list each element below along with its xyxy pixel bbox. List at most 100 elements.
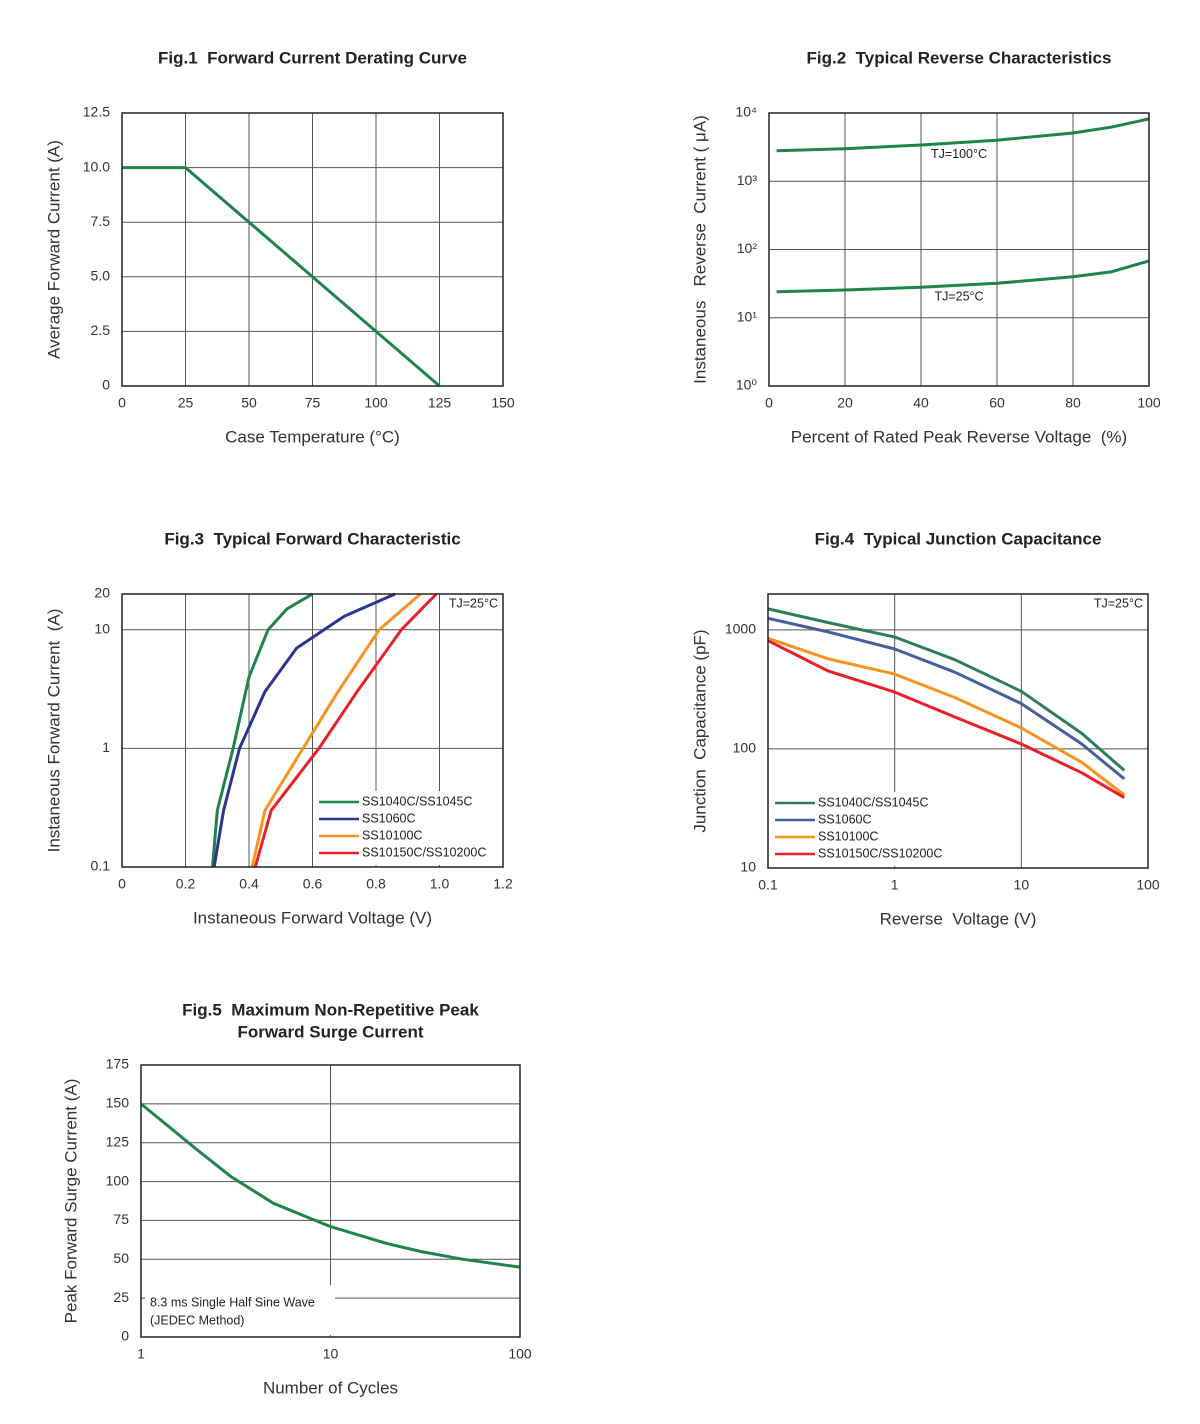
- y-tick-label: 150: [106, 1095, 130, 1111]
- plot-frame: [121, 593, 504, 868]
- legend-label: SS1040C/SS1045C: [818, 795, 929, 809]
- series-label: TJ=100°C: [931, 147, 987, 161]
- y-axis-label: Peak Forward Surge Current (A): [61, 1079, 80, 1324]
- y-axis-label: Junction Capacitance (pF): [690, 629, 709, 832]
- x-tick-label: 0.2: [176, 876, 196, 892]
- annotation: 8.3 ms Single Half Sine Wave: [150, 1295, 315, 1309]
- y-tick-label: 175: [106, 1056, 130, 1072]
- x-tick-label: 80: [1065, 395, 1081, 411]
- series-line: [253, 592, 438, 868]
- x-tick-label: 100: [1136, 877, 1160, 893]
- y-tick-label: 10³: [737, 172, 758, 188]
- x-axis-label: Instaneous Forward Voltage (V): [193, 908, 432, 927]
- x-tick-label: 1: [891, 877, 899, 893]
- y-tick-label: 10.0: [83, 158, 110, 174]
- chart: Fig.4 Typical Junction Capacitance Revers…: [690, 529, 1159, 928]
- x-tick-label: 0.4: [239, 876, 259, 892]
- y-axis-label: Instaneous Reverse Current ( μA): [690, 115, 709, 384]
- chart-title: Fig.2 Typical Reverse Characteristics: [807, 48, 1112, 67]
- y-tick-label: 1: [102, 739, 110, 755]
- x-tick-label: 100: [1137, 395, 1161, 411]
- x-tick-label: 100: [508, 1346, 532, 1362]
- chart-title: Fig.1 Forward Current Derating Curve: [158, 48, 467, 67]
- chart: Fig.2 Typical Reverse Characteristics Per…: [690, 48, 1160, 446]
- label-bg: [924, 290, 994, 305]
- x-tick-label: 125: [428, 395, 452, 411]
- y-tick-label: 25: [113, 1289, 129, 1305]
- series-line: [212, 592, 396, 868]
- y-tick-label: 0.1: [91, 858, 111, 874]
- series-line: [140, 1102, 521, 1269]
- legend-label: SS10150C/SS10200C: [362, 845, 486, 859]
- x-axis-label: Case Temperature (°C): [225, 427, 400, 446]
- series-line: [776, 117, 1150, 153]
- x-axis-label: Reverse Voltage (V): [880, 909, 1037, 928]
- x-tick-label: 0.6: [303, 876, 323, 892]
- x-tick-label: 20: [837, 395, 853, 411]
- series-line: [767, 607, 1126, 772]
- y-tick-label: 10⁰: [736, 377, 758, 393]
- plot-frame: [140, 1064, 521, 1338]
- annotation-bg: [443, 596, 501, 612]
- y-axis-label: Instaneous Forward Current (A): [44, 609, 63, 853]
- y-tick-label: 100: [733, 740, 757, 756]
- x-tick-label: 25: [178, 395, 194, 411]
- annotation-bg: [1088, 596, 1146, 612]
- y-tick-label: 10¹: [737, 308, 758, 324]
- x-tick-label: 40: [913, 395, 929, 411]
- legend-label: SS10100C: [818, 829, 878, 843]
- legend-label: SS10150C/SS10200C: [818, 846, 942, 860]
- series-label: TJ=25°C: [934, 290, 983, 304]
- x-tick-label: 1.2: [493, 876, 513, 892]
- chart: Fig.3 Typical Forward Characteristic Inst…: [44, 529, 512, 927]
- y-tick-label: 20: [94, 585, 110, 601]
- chart-title: Fig.3 Typical Forward Characteristic: [164, 529, 460, 548]
- x-axis-label: Number of Cycles: [263, 1378, 398, 1397]
- x-tick-label: 0: [118, 876, 126, 892]
- plot-frame: [767, 593, 1149, 869]
- y-tick-label: 12.5: [83, 104, 110, 120]
- series-line: [211, 592, 314, 868]
- y-tick-label: 10: [740, 859, 756, 875]
- x-tick-label: 0: [118, 395, 126, 411]
- y-tick-label: 100: [106, 1172, 130, 1188]
- chart-title: Forward Surge Current: [237, 1022, 423, 1041]
- y-tick-label: 125: [106, 1133, 130, 1149]
- chart-title: Fig.4 Typical Junction Capacitance: [815, 529, 1102, 548]
- annotation: TJ=25°C: [449, 596, 498, 610]
- series-line: [767, 616, 1126, 781]
- annotation: (JEDEC Method): [150, 1313, 244, 1327]
- y-tick-label: 0: [102, 377, 110, 393]
- y-tick-label: 10: [94, 620, 110, 636]
- series-line: [767, 636, 1126, 797]
- chart: Fig.5 Maximum Non-Repetitive Peak Forward…: [61, 1000, 531, 1397]
- label-bg: [924, 147, 994, 162]
- annotation: TJ=25°C: [1094, 596, 1143, 610]
- legend-label: SS10100C: [362, 828, 422, 842]
- y-tick-label: 75: [113, 1211, 129, 1227]
- y-tick-label: 1000: [725, 621, 756, 637]
- x-axis-label: Percent of Rated Peak Reverse Voltage (%…: [791, 427, 1127, 446]
- y-tick-label: 7.5: [91, 213, 111, 229]
- x-tick-label: 100: [364, 395, 388, 411]
- legend-label: SS1060C: [818, 812, 872, 826]
- series-line: [250, 592, 422, 868]
- x-tick-label: 1.0: [430, 876, 450, 892]
- y-tick-label: 5.0: [91, 268, 111, 284]
- chart-title: Fig.5 Maximum Non-Repetitive Peak: [182, 1000, 479, 1019]
- x-tick-label: 10: [1014, 877, 1030, 893]
- annotation-bg: [145, 1285, 335, 1335]
- y-tick-label: 0: [121, 1328, 129, 1344]
- y-axis-label: Average Forward Current (A): [44, 140, 63, 359]
- series-line: [767, 639, 1126, 799]
- x-tick-label: 0: [765, 395, 773, 411]
- legend-label: SS1040C/SS1045C: [362, 794, 473, 808]
- x-tick-label: 75: [305, 395, 321, 411]
- x-tick-label: 60: [989, 395, 1005, 411]
- x-tick-label: 150: [491, 395, 515, 411]
- series-line: [122, 166, 441, 388]
- y-tick-label: 2.5: [91, 322, 111, 338]
- plot-frame: [768, 112, 1150, 387]
- x-tick-label: 0.8: [366, 876, 386, 892]
